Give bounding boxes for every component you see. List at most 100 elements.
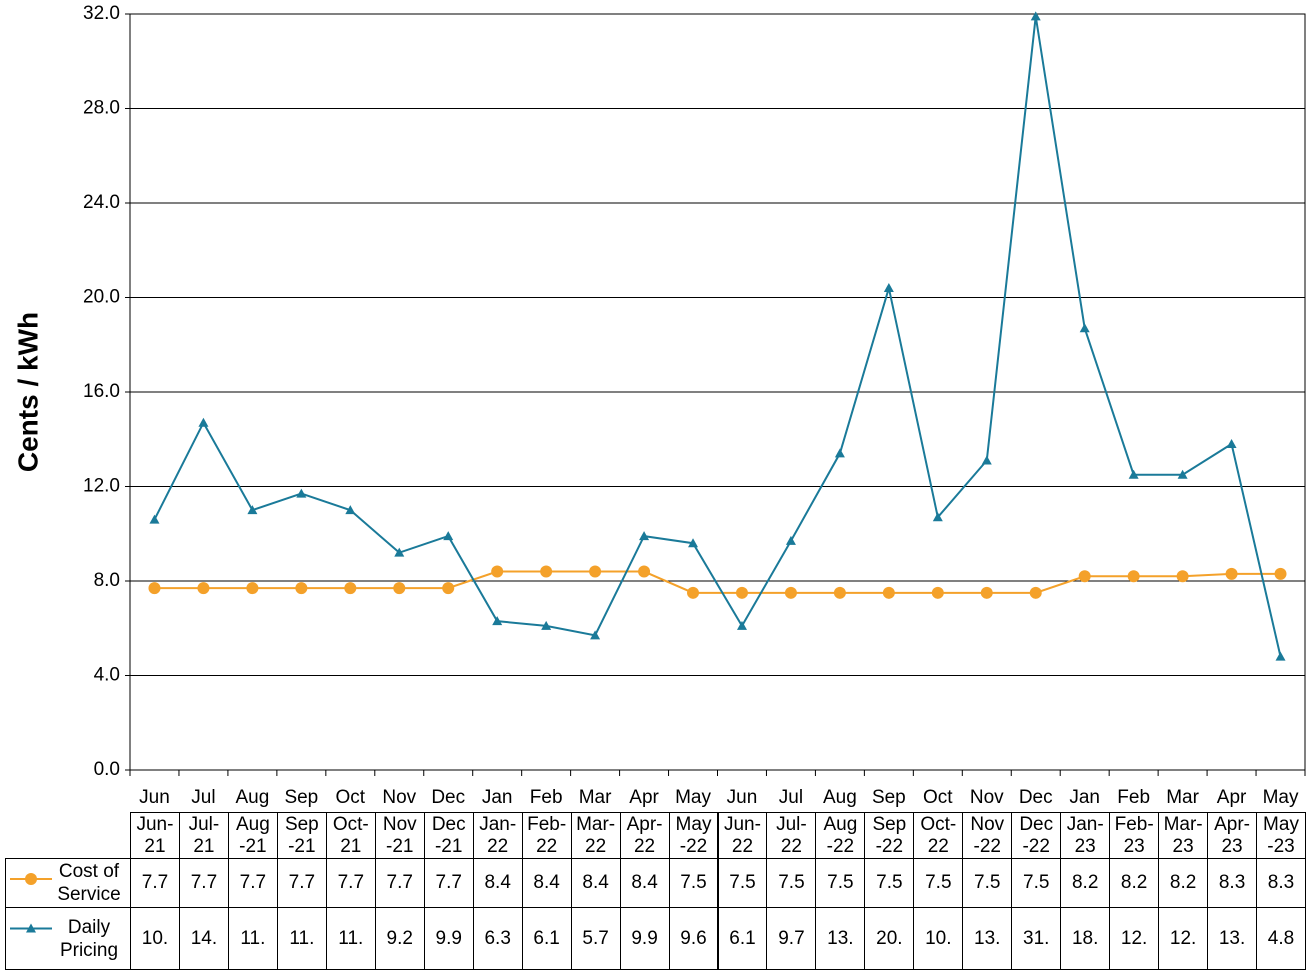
point xyxy=(1029,586,1042,599)
table-header: Jul-21 xyxy=(178,812,229,859)
point xyxy=(540,565,553,578)
table-header: Apr-23 xyxy=(1207,812,1258,859)
data-label: 13. xyxy=(815,907,866,970)
data-label: 7.7 xyxy=(178,858,229,908)
y-tick-label: 24.0 xyxy=(83,192,120,213)
data-label: 11. xyxy=(276,907,327,970)
data-label: 7.5 xyxy=(864,858,915,908)
point xyxy=(345,505,356,515)
point xyxy=(932,512,943,522)
data-label: 9.7 xyxy=(766,907,817,970)
point xyxy=(1030,11,1041,21)
point xyxy=(882,586,895,599)
point xyxy=(541,620,552,630)
table-header: May-22 xyxy=(668,812,719,859)
data-label: 8.4 xyxy=(570,858,621,908)
data-label: 7.5 xyxy=(1011,858,1062,908)
point xyxy=(296,488,307,498)
data-label: 9.9 xyxy=(423,907,474,970)
data-label: 13. xyxy=(962,907,1013,970)
data-label: 9.6 xyxy=(668,907,719,970)
table-header: Mar-23 xyxy=(1158,812,1209,859)
data-label: 6.1 xyxy=(521,907,572,970)
data-label: 8.4 xyxy=(619,858,670,908)
data-label: 7.7 xyxy=(423,858,474,908)
table-header: Jun-21 xyxy=(130,812,180,859)
legend-key-marker xyxy=(25,873,37,885)
table-header: Apr-22 xyxy=(619,812,670,859)
data-label: 31. xyxy=(1011,907,1062,970)
point xyxy=(980,586,993,599)
table-header: Nov-22 xyxy=(962,812,1013,859)
y-axis-label: Cents / kWh xyxy=(12,312,43,472)
data-label: 12. xyxy=(1158,907,1209,970)
point xyxy=(1078,570,1091,583)
point xyxy=(1275,651,1286,661)
data-label: 6.1 xyxy=(717,907,768,970)
legend-label: Cost of Service xyxy=(57,861,121,905)
y-tick-label: 12.0 xyxy=(83,476,120,497)
x-tick-label: Jun xyxy=(727,787,758,808)
table-header: Feb-23 xyxy=(1109,812,1160,859)
point xyxy=(247,505,258,515)
data-label: 18. xyxy=(1060,907,1111,970)
x-tick-label: Apr xyxy=(1217,787,1247,808)
point xyxy=(590,630,601,640)
point xyxy=(638,565,651,578)
y-tick-label: 0.0 xyxy=(94,759,120,780)
point xyxy=(1274,567,1287,580)
table-header: Jan-22 xyxy=(472,812,523,859)
data-label: 9.9 xyxy=(619,907,670,970)
data-label: 10. xyxy=(913,907,964,970)
data-label: 7.5 xyxy=(766,858,817,908)
x-tick-label: Sep xyxy=(284,787,318,808)
point xyxy=(443,531,454,541)
point xyxy=(394,547,405,557)
data-label: 8.2 xyxy=(1109,858,1160,908)
table-header: May-23 xyxy=(1256,812,1306,859)
point xyxy=(833,586,846,599)
table-header: Jan-23 xyxy=(1060,812,1111,859)
x-tick-label: May xyxy=(675,787,711,808)
x-tick-label: Oct xyxy=(336,787,366,808)
data-label: 20. xyxy=(864,907,915,970)
point xyxy=(785,535,796,545)
point xyxy=(1226,438,1237,448)
x-tick-label: May xyxy=(1263,787,1299,808)
x-tick-label: Aug xyxy=(823,787,857,808)
point xyxy=(393,582,406,595)
x-tick-label: Feb xyxy=(530,787,563,808)
point xyxy=(246,582,259,595)
x-tick-label: Jan xyxy=(1069,787,1100,808)
data-label: 7.5 xyxy=(815,858,866,908)
x-tick-label: Mar xyxy=(1166,787,1199,808)
y-tick-label: 32.0 xyxy=(83,3,120,24)
point xyxy=(442,582,455,595)
x-tick-label: Jan xyxy=(482,787,513,808)
point xyxy=(148,582,161,595)
data-label: 10. xyxy=(130,907,180,970)
x-tick-label: Apr xyxy=(629,787,659,808)
point xyxy=(1177,469,1188,479)
table-header: Sep-22 xyxy=(864,812,915,859)
data-label: 7.5 xyxy=(962,858,1013,908)
point xyxy=(492,616,503,626)
table-header: Aug-22 xyxy=(815,812,866,859)
point xyxy=(883,283,894,293)
x-tick-label: Sep xyxy=(872,787,906,808)
data-label: 8.3 xyxy=(1207,858,1258,908)
x-tick-label: Jun xyxy=(139,787,170,808)
y-tick-label: 4.0 xyxy=(94,665,120,686)
point xyxy=(736,620,747,630)
y-tick-label: 20.0 xyxy=(83,287,120,308)
point xyxy=(491,565,504,578)
y-tick-label: 8.0 xyxy=(94,570,120,591)
data-label: 5.7 xyxy=(570,907,621,970)
x-tick-label: Nov xyxy=(970,787,1004,808)
table-header: Oct-22 xyxy=(913,812,964,859)
point xyxy=(931,586,944,599)
data-label: 7.7 xyxy=(325,858,376,908)
point xyxy=(639,531,650,541)
data-label: 12. xyxy=(1109,907,1160,970)
